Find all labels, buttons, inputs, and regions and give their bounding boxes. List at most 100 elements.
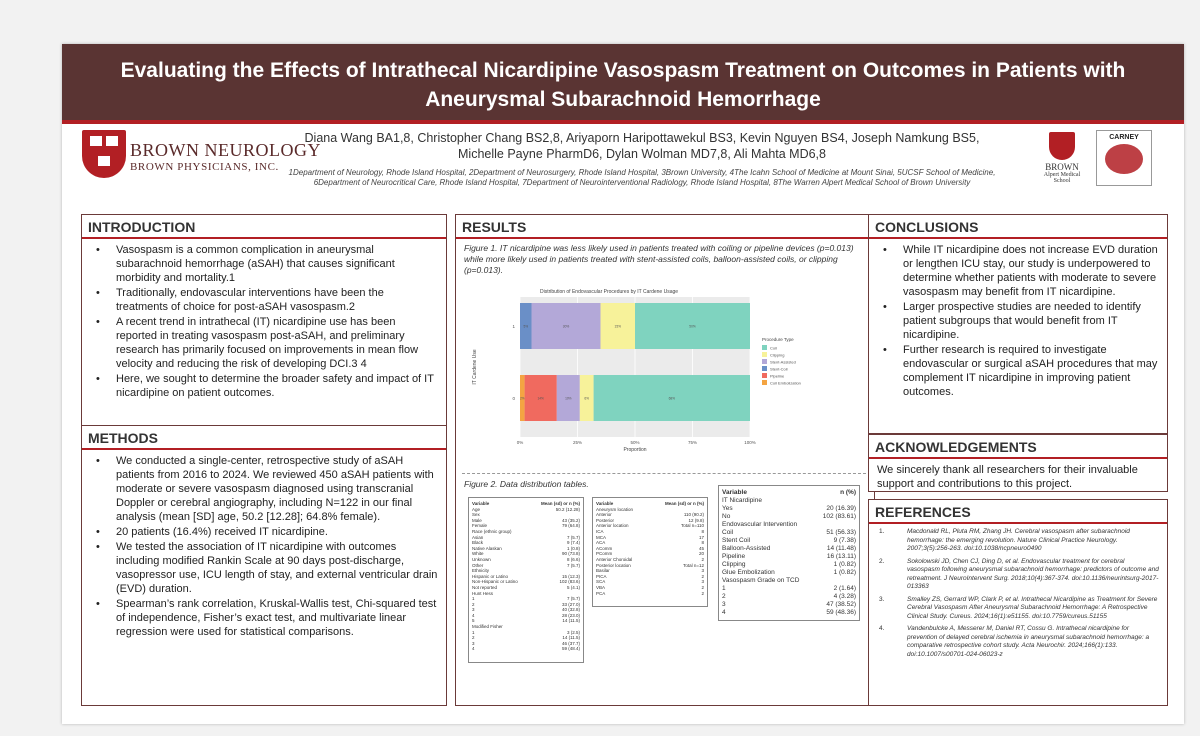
legend-swatch	[762, 373, 767, 378]
table-cell: Variable	[596, 501, 614, 506]
bar-segment	[531, 303, 601, 349]
table-cell: Hunt Hess	[472, 590, 494, 596]
methods-section: METHODS We conducted a single-center, re…	[81, 425, 447, 706]
stacked-bar-chart: Distribution of Endovascular Procedures …	[472, 289, 801, 453]
table-row: Sex	[472, 512, 580, 518]
table-cell: 9 (7.38)	[833, 537, 856, 544]
table-cell: Anterior location	[596, 523, 629, 529]
table-cell: 2 (1.64)	[833, 585, 856, 592]
bar-segment	[579, 375, 594, 421]
table-cell: 3	[472, 640, 475, 646]
x-tick-label: 75%	[688, 440, 697, 445]
author-header: BROWN NEUROLOGY BROWN PHYSICIANS, INC. D…	[62, 124, 1184, 190]
table-cell: Non-Hispanic or Latino	[472, 579, 518, 585]
data-table-treatment: Variable n (%) IT Nicardipine Yes 20 (16.39)…	[718, 485, 860, 621]
carney-name: CARNEY	[1109, 134, 1139, 141]
table-cell: Total n=110	[680, 523, 704, 529]
reference-text: Sokolowski JD, Chen CJ, Ding D, et al. E…	[907, 557, 1159, 591]
table-cell: 20	[698, 551, 704, 557]
intro-heading: INTRODUCTION	[88, 219, 196, 235]
bar-label: 50%	[689, 325, 696, 329]
methods-bullet: We conducted a single-center, retrospect…	[92, 454, 438, 524]
bar-segment	[556, 375, 580, 421]
table-cell: 14 (11.5)	[562, 635, 580, 641]
table-cell: ICA	[596, 528, 604, 534]
table-cell: 45	[698, 545, 704, 551]
table-cell: 2	[701, 590, 704, 596]
table-cell: Coil	[722, 529, 734, 536]
references-list: 1. Macdonald RL, Pluta RM, Zhang JH. Cere…	[869, 524, 1167, 659]
table-cell: 14 (11.48)	[826, 545, 856, 552]
data-table-aneurysm: Variable Mean (sd) or n (%) Aneurysm locat…	[592, 497, 708, 607]
conclusions-section: CONCLUSIONS While IT nicardipine does no…	[868, 214, 1168, 434]
table-row: SCA 3	[596, 579, 704, 585]
table-row: Ethnicity	[472, 568, 580, 574]
reference-item: 3. Smalley ZS, Gerrard WP, Clark P, et al…	[879, 596, 1159, 622]
table-row: 2 4 (3.28)	[722, 593, 856, 601]
conclusions-heading: CONCLUSIONS	[875, 219, 979, 235]
table-row: 1 2 (1.64)	[722, 585, 856, 593]
legend-swatch	[762, 345, 767, 350]
table-cell: Anterior Choroidal	[596, 556, 633, 562]
table-row: Native Alaskan 1 (0.8)	[472, 546, 580, 552]
methods-bullets: We conducted a single-center, retrospect…	[82, 450, 446, 639]
reference-number: 1.	[879, 528, 885, 535]
table-row: AComm 45	[596, 546, 704, 552]
table-cell: 102 (83.6)	[559, 579, 580, 585]
table-cell: 4	[472, 646, 475, 652]
table-cell: AComm	[596, 545, 613, 551]
reference-item: 2. Sokolowski JD, Chen CJ, Ding D, et al.…	[879, 558, 1159, 592]
table-row: PICA 2	[596, 574, 704, 580]
table-cell: Aneurysm location	[596, 506, 634, 512]
introduction-section: INTRODUCTION Vasospasm is a common compl…	[81, 214, 447, 457]
section-divider	[869, 457, 1167, 459]
table-cell: IT Nicardipine	[722, 497, 762, 504]
table-cell: 33 (27.0)	[561, 601, 580, 607]
intro-bullets: Vasospasm is a common complication in an…	[82, 239, 446, 400]
bar-label: 10%	[565, 397, 572, 401]
table-cell: Mean (sd) or n (%)	[665, 501, 704, 506]
table-cell: 43 (35.2)	[561, 517, 580, 523]
table-cell: PCA	[596, 590, 606, 596]
conclusions-bullet: While IT nicardipine does not increase E…	[879, 243, 1159, 299]
table-row: Endovascular Intervention	[722, 521, 856, 529]
table-cell: Black	[472, 540, 484, 546]
bar-label: 5%	[523, 325, 528, 329]
brown-logo-name: BROWN	[1045, 162, 1079, 172]
intro-bullet: Here, we sought to determine the broader…	[92, 372, 438, 400]
bar-segment	[520, 303, 532, 349]
table-cell: 5 (4.1)	[566, 584, 580, 590]
table-cell: 90 (73.8)	[561, 551, 580, 557]
x-tick-label: 100%	[744, 440, 756, 445]
data-table-demographics: Variable Mean (sd) or n (%) Age 50.2 (12.28…	[468, 497, 584, 663]
table-row: Vasospasm Grade on TCD	[722, 577, 856, 585]
results-heading: RESULTS	[462, 219, 527, 235]
reference-number: 2.	[879, 557, 885, 565]
table-cell: 2	[472, 635, 475, 641]
table-cell: 50.2 (12.28)	[555, 506, 580, 512]
bar-label: 2%	[520, 397, 525, 401]
table-row: Age 50.2 (12.28)	[472, 507, 580, 513]
table-cell: 47 (38.52)	[826, 601, 856, 608]
table-cell: PComm	[596, 551, 613, 557]
table-row: Asian 7 (5.7)	[472, 535, 580, 541]
table-cell: Ethnicity	[472, 568, 490, 574]
acknowledgements-section: ACKNOWLEDGEMENTS We sincerely thank all …	[868, 434, 1168, 492]
table-cell: 14 (11.5)	[562, 618, 580, 624]
y-tick-label: 1	[512, 324, 515, 329]
table-cell: Posterior	[596, 517, 615, 523]
title-banner: Evaluating the Effects of Intrathecal Ni…	[62, 44, 1184, 120]
table-row: Clipping 1 (0.82)	[722, 561, 856, 569]
table-cell: 2	[701, 584, 704, 590]
brain-icon	[1105, 144, 1143, 174]
table-cell: 51 (56.33)	[826, 529, 856, 536]
table-cell: Basilar	[596, 568, 610, 574]
methods-bullet: We tested the association of IT nicardip…	[92, 540, 438, 596]
brown-logo-sub: Alpert Medical School	[1043, 172, 1081, 184]
table-cell: Variable	[722, 489, 747, 496]
legend-swatch	[762, 380, 767, 385]
table-row: ACA 8	[596, 540, 704, 546]
table-cell: Female	[472, 523, 488, 529]
legend-swatch	[762, 366, 767, 371]
table-cell: Yes	[722, 505, 733, 512]
